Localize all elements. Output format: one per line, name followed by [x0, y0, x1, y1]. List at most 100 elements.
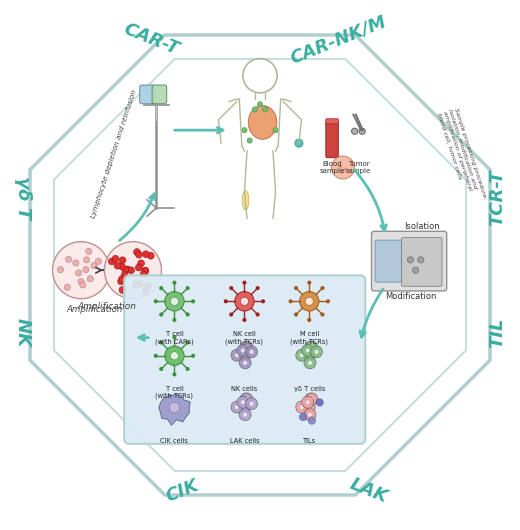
Circle shape	[122, 267, 128, 273]
Text: CAR-NK/M: CAR-NK/M	[287, 12, 388, 67]
Circle shape	[244, 396, 249, 401]
Circle shape	[243, 396, 249, 401]
Circle shape	[237, 344, 249, 357]
Circle shape	[249, 401, 254, 406]
Circle shape	[87, 276, 94, 282]
Circle shape	[172, 280, 176, 285]
Text: γδ T cells: γδ T cells	[294, 386, 325, 392]
Circle shape	[186, 286, 190, 290]
Circle shape	[306, 393, 318, 405]
Circle shape	[294, 313, 298, 316]
Text: CIK: CIK	[163, 476, 201, 505]
Text: TILs: TILs	[303, 438, 316, 444]
Circle shape	[242, 354, 247, 358]
Text: LAK cells: LAK cells	[230, 438, 259, 444]
Circle shape	[249, 349, 254, 354]
Circle shape	[229, 313, 233, 316]
Ellipse shape	[249, 105, 277, 139]
Circle shape	[224, 299, 228, 303]
Circle shape	[294, 286, 298, 290]
Circle shape	[240, 400, 245, 405]
Circle shape	[305, 297, 314, 305]
Circle shape	[309, 396, 314, 401]
Circle shape	[296, 401, 308, 413]
Circle shape	[235, 404, 239, 410]
Circle shape	[137, 281, 144, 288]
Circle shape	[231, 349, 243, 361]
Circle shape	[307, 318, 311, 322]
Circle shape	[243, 344, 249, 350]
Circle shape	[243, 360, 248, 365]
Circle shape	[124, 266, 131, 273]
Circle shape	[247, 138, 252, 143]
Circle shape	[237, 396, 249, 408]
Circle shape	[159, 367, 163, 371]
Circle shape	[80, 282, 86, 288]
Text: M cell
(with TCRs): M cell (with TCRs)	[290, 331, 328, 345]
Circle shape	[121, 271, 128, 278]
Circle shape	[305, 341, 317, 353]
Circle shape	[119, 257, 126, 263]
Text: Tumor
sample: Tumor sample	[346, 161, 371, 174]
Circle shape	[300, 292, 319, 311]
Circle shape	[307, 354, 311, 358]
Text: TCR-T: TCR-T	[488, 169, 506, 226]
Circle shape	[305, 400, 310, 405]
Circle shape	[75, 270, 82, 276]
Circle shape	[136, 251, 142, 258]
Circle shape	[242, 128, 247, 132]
Circle shape	[84, 257, 90, 263]
Circle shape	[241, 341, 253, 353]
Circle shape	[263, 107, 268, 112]
Circle shape	[66, 257, 72, 262]
Circle shape	[242, 318, 246, 322]
Circle shape	[300, 413, 307, 421]
Circle shape	[159, 313, 163, 316]
Circle shape	[239, 409, 251, 421]
Circle shape	[83, 267, 89, 273]
Text: Amplification: Amplification	[77, 302, 137, 311]
Circle shape	[308, 396, 313, 401]
Text: CIK cells: CIK cells	[161, 438, 188, 444]
Circle shape	[112, 255, 119, 262]
FancyBboxPatch shape	[371, 231, 447, 291]
Circle shape	[171, 351, 178, 360]
Circle shape	[165, 292, 184, 311]
Circle shape	[57, 267, 63, 273]
Text: NK cell
(with TCRs): NK cell (with TCRs)	[226, 331, 264, 345]
Circle shape	[172, 318, 176, 322]
Circle shape	[53, 242, 110, 299]
Circle shape	[326, 299, 330, 303]
Circle shape	[114, 262, 121, 269]
Circle shape	[245, 346, 257, 358]
Circle shape	[243, 412, 248, 417]
Circle shape	[138, 260, 145, 267]
Circle shape	[191, 354, 195, 358]
Circle shape	[300, 404, 304, 410]
Circle shape	[171, 297, 178, 305]
Circle shape	[142, 268, 149, 275]
Circle shape	[352, 128, 358, 134]
Circle shape	[302, 344, 314, 357]
Circle shape	[257, 102, 263, 107]
Circle shape	[119, 276, 125, 282]
Circle shape	[134, 249, 140, 255]
Circle shape	[73, 260, 79, 266]
FancyBboxPatch shape	[326, 121, 339, 157]
Circle shape	[119, 263, 125, 270]
Text: Lymphocyte depletion and reinfusion: Lymphocyte depletion and reinfusion	[90, 89, 137, 219]
Circle shape	[244, 344, 249, 350]
FancyBboxPatch shape	[140, 85, 154, 104]
Circle shape	[314, 349, 319, 354]
Circle shape	[142, 288, 149, 295]
Circle shape	[239, 357, 251, 369]
Circle shape	[78, 278, 84, 285]
Circle shape	[108, 258, 115, 265]
Circle shape	[91, 262, 97, 269]
Circle shape	[359, 128, 365, 134]
Circle shape	[308, 344, 313, 350]
Circle shape	[159, 286, 163, 290]
FancyBboxPatch shape	[124, 276, 365, 444]
Circle shape	[304, 409, 316, 421]
Circle shape	[229, 286, 233, 290]
